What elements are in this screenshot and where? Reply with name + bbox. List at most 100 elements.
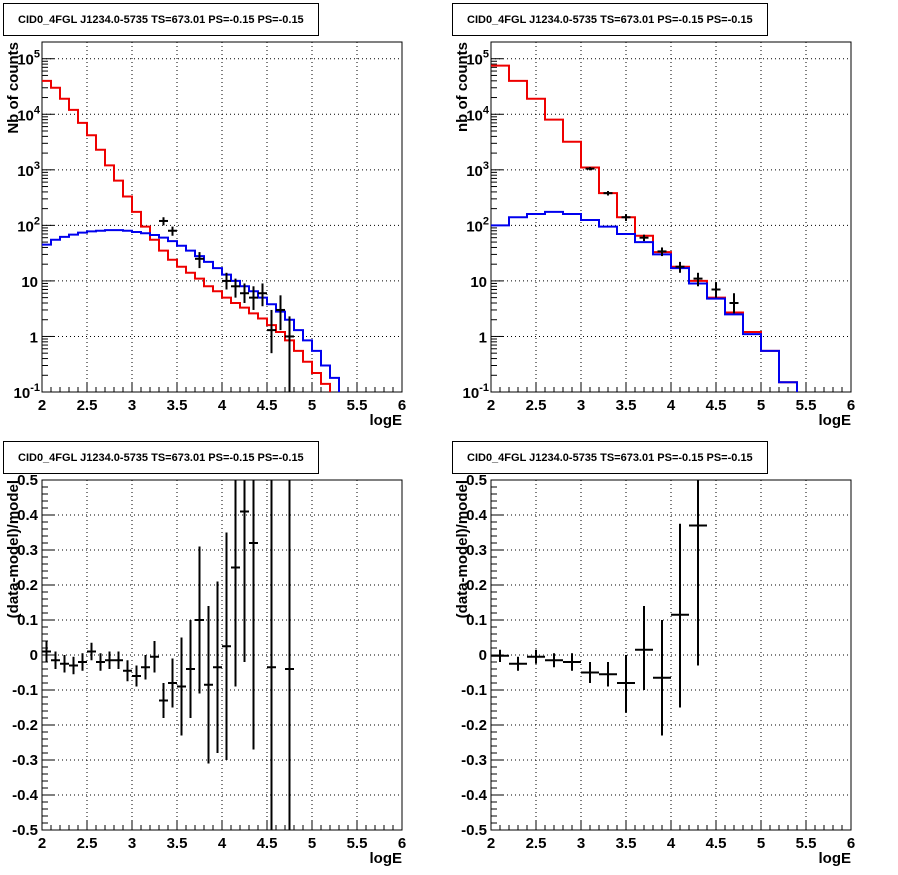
y-axis-title: Nb of counts <box>5 42 22 134</box>
y-tick-label: 1 <box>479 329 487 346</box>
y-tick-label: 10 <box>470 274 487 291</box>
x-tick-label: 4.5 <box>257 835 278 852</box>
plot-frame <box>41 41 403 393</box>
y-tick-label: -0.2 <box>12 717 38 734</box>
data-point <box>689 480 707 666</box>
x-tick-label: 4 <box>218 397 227 414</box>
y-tick-label: 0.2 <box>17 577 38 594</box>
data-point <box>545 653 563 668</box>
x-tick-label: 5 <box>757 397 765 414</box>
y-tick-label: 10-1 <box>463 382 489 402</box>
panel-bottom-right: CID0_4FGL J1234.0-5735 TS=673.01 PS=-0.1… <box>452 441 855 867</box>
data-point <box>42 641 51 662</box>
data-point <box>509 656 527 671</box>
y-tick-label: 103 <box>466 160 489 180</box>
plot-frame <box>41 479 403 831</box>
x-tick-label: 2 <box>38 835 46 852</box>
title-box <box>3 441 319 474</box>
y-tick-label: -0.4 <box>461 787 488 804</box>
data-point <box>653 620 671 736</box>
y-tick-label: 104 <box>466 104 490 124</box>
data-point <box>60 655 69 673</box>
data-point <box>729 293 739 314</box>
x-axis-title: logE <box>370 850 403 867</box>
x-tick-label: 2.5 <box>526 397 547 414</box>
x-tick-label: 2.5 <box>77 397 98 414</box>
data-point <box>621 214 631 221</box>
data-point <box>240 283 249 304</box>
x-tick-label: 6 <box>398 835 406 852</box>
y-tick-label: 0.3 <box>466 542 487 559</box>
data-point <box>671 523 689 708</box>
y-tick-label: 1 <box>30 329 38 346</box>
y-tick-label: 105 <box>466 49 489 69</box>
series-model-component-line <box>42 229 340 392</box>
data-point <box>267 480 276 830</box>
y-tick-label: 102 <box>17 215 40 235</box>
data-point <box>168 658 177 708</box>
x-tick-label: 2.5 <box>526 835 547 852</box>
x-tick-label: 3.5 <box>616 397 637 414</box>
data-point <box>51 651 60 669</box>
data-layer <box>491 64 798 392</box>
y-tick-label: 10 <box>21 274 38 291</box>
y-tick-label: 0.4 <box>466 507 488 524</box>
x-axis-title: logE <box>819 850 852 867</box>
data-point <box>222 532 231 760</box>
x-tick-label: 6 <box>847 397 855 414</box>
x-tick-label: 4.5 <box>257 397 278 414</box>
data-point <box>78 653 87 671</box>
x-tick-label: 4 <box>218 835 227 852</box>
data-point <box>105 651 114 669</box>
y-tick-label: 0.5 <box>17 472 38 489</box>
y-tick-label: 0 <box>479 647 487 664</box>
data-point <box>527 649 545 664</box>
data-point <box>69 656 78 675</box>
x-tick-label: 4 <box>667 835 676 852</box>
data-point <box>186 620 195 718</box>
x-tick-label: 3.5 <box>616 835 637 852</box>
y-tick-label: 0.3 <box>17 542 38 559</box>
data-point <box>87 642 96 661</box>
data-point <box>617 655 635 713</box>
data-layer <box>42 79 340 392</box>
x-tick-label: 5.5 <box>796 835 817 852</box>
data-point <box>195 546 204 694</box>
chart-title: CID0_4FGL J1234.0-5735 TS=673.01 PS=-0.1… <box>467 452 753 464</box>
data-point <box>581 662 599 683</box>
y-tick-label: 0.1 <box>466 612 487 629</box>
y-tick-label: 0.2 <box>466 577 487 594</box>
series-model-total-line <box>491 64 798 392</box>
data-point <box>276 295 285 331</box>
data-point <box>585 167 595 171</box>
title-box <box>452 3 768 36</box>
data-layer <box>491 480 707 736</box>
y-axis-title: (data-model)/model <box>454 480 471 618</box>
data-point <box>177 637 186 736</box>
y-tick-label: -0.1 <box>461 682 487 699</box>
y-tick-label: 103 <box>17 160 40 180</box>
y-tick-label: -0.5 <box>12 822 38 839</box>
y-tick-label: 105 <box>17 49 40 69</box>
y-tick-label: -0.1 <box>12 682 38 699</box>
y-tick-label: 104 <box>17 104 41 124</box>
series-model-total-line <box>42 79 331 392</box>
data-point <box>693 272 703 287</box>
data-point <box>603 191 613 196</box>
data-point <box>141 655 150 680</box>
x-tick-label: 6 <box>847 835 855 852</box>
x-tick-label: 6 <box>398 397 406 414</box>
x-axis-title: logE <box>819 412 852 429</box>
x-tick-label: 3 <box>128 835 136 852</box>
x-tick-label: 3.5 <box>167 835 188 852</box>
data-point <box>599 662 617 687</box>
chart-title: CID0_4FGL J1234.0-5735 TS=673.01 PS=-0.1… <box>18 452 304 464</box>
x-tick-label: 4 <box>667 397 676 414</box>
y-tick-label: -0.4 <box>12 787 39 804</box>
data-point <box>132 665 141 687</box>
x-axis-title: logE <box>370 412 403 429</box>
data-point <box>204 606 213 764</box>
data-point <box>213 581 222 753</box>
y-tick-label: 0 <box>30 647 38 664</box>
